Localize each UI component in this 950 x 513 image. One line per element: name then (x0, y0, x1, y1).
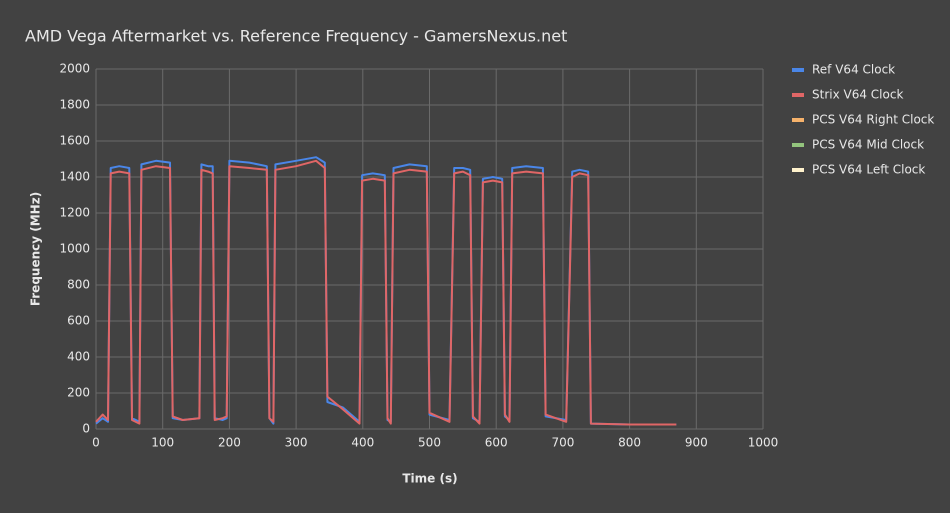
y-tick-label: 1000 (59, 242, 90, 256)
y-tick-label: 1800 (59, 98, 90, 112)
y-tick-label: 600 (67, 314, 90, 328)
y-tick-label: 2000 (59, 62, 90, 76)
legend-label: Ref V64 Clock (812, 63, 895, 77)
series-line (95, 159, 677, 426)
y-tick-label: 1400 (59, 170, 90, 184)
chart-title: AMD Vega Aftermarket vs. Reference Frequ… (25, 27, 567, 46)
y-tick-label: 400 (67, 350, 90, 364)
x-axis-label: Time (s) (402, 472, 457, 486)
legend-label: Strix V64 Clock (812, 88, 903, 102)
x-tick-label: 400 (351, 436, 374, 450)
legend-label: PCS V64 Right Clock (812, 113, 934, 127)
x-tick-label: 900 (685, 436, 708, 450)
x-tick-label: 0 (92, 436, 100, 450)
y-tick-label: 1600 (59, 134, 90, 148)
x-tick-label: 1000 (748, 436, 779, 450)
y-tick-label: 200 (67, 386, 90, 400)
x-tick-label: 200 (218, 436, 241, 450)
x-tick-label: 500 (418, 436, 441, 450)
x-tick-label: 300 (285, 436, 308, 450)
x-tick-label: 100 (151, 436, 174, 450)
x-tick-label: 700 (551, 436, 574, 450)
y-tick-label: 0 (82, 422, 90, 436)
y-axis-label: Frequency (MHz) (29, 192, 43, 306)
x-tick-label: 600 (485, 436, 508, 450)
y-tick-label: 800 (67, 278, 90, 292)
legend-label: PCS V64 Left Clock (812, 163, 925, 177)
y-tick-label: 1200 (59, 206, 90, 220)
x-tick-label: 800 (618, 436, 641, 450)
legend-label: PCS V64 Mid Clock (812, 138, 924, 152)
